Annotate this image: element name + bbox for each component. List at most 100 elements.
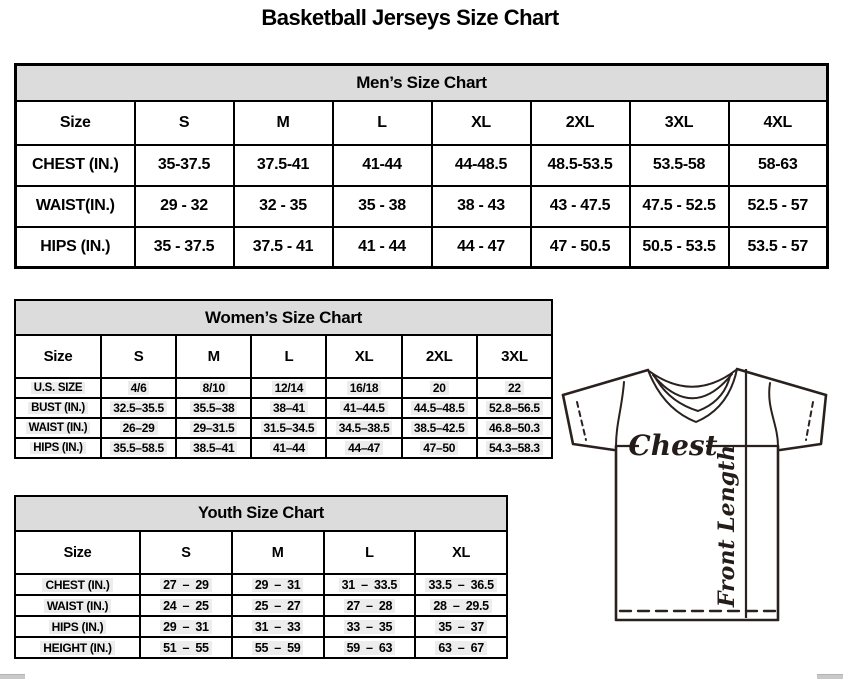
size-cell-text: 31 – 33.5 [338, 577, 401, 592]
size-cell-text: 51 – 55 [160, 640, 212, 655]
size-cell-text: 12/14 [271, 381, 307, 395]
size-cell-text: 33.5 – 36.5 [425, 577, 497, 592]
size-cell: 46.8–50.3 [475, 417, 554, 439]
row-label: BUST (IN.) [14, 397, 102, 419]
size-cell: 37.5-41 [232, 143, 334, 187]
row-label: WAIST (IN.) [14, 417, 102, 439]
size-cell: 41 - 44 [331, 225, 433, 269]
column-header: XL [325, 334, 403, 379]
size-cell-text: 26–29 [119, 421, 158, 435]
table-row: CHEST (IN.) 35-37.5 37.5-41 41-44 44-48.5 48.… [14, 143, 829, 187]
row-label-text: CHEST (IN.) [42, 577, 113, 592]
scrollbar-fragment-left[interactable] [0, 674, 25, 679]
row-label-text: WAIST (IN.) [25, 422, 91, 434]
size-cell-text: 4/6 [127, 381, 150, 395]
column-header: Size [14, 99, 136, 146]
size-cell-text: 44.5–48.5 [410, 401, 468, 415]
size-cell-text: 38–41 [269, 401, 308, 415]
scrollbar-fragment-right[interactable] [817, 674, 843, 679]
size-cell: 29 - 32 [133, 184, 235, 228]
column-header: Size [14, 530, 141, 575]
size-cell: 51 – 55 [139, 636, 233, 659]
size-cell-text: 33 – 35 [343, 619, 396, 634]
size-cell-text: 32.5–35.5 [110, 401, 167, 415]
size-cell: 47 - 50.5 [529, 225, 631, 269]
table-row: U.S. SIZE 4/6 8/10 12/14 16/18 20 22 [14, 377, 554, 399]
size-cell-text: 29 – 31 [160, 619, 212, 634]
size-cell: 63 – 67 [414, 636, 508, 659]
column-header: L [322, 530, 417, 575]
row-label: HEIGHT (IN.) [14, 636, 141, 659]
size-cell-text: 41–44.5 [340, 401, 388, 415]
size-cell: 16/18 [325, 377, 403, 399]
column-header: L [331, 99, 433, 146]
size-cell: 31 – 33.5 [322, 573, 417, 596]
size-cell: 58-63 [727, 143, 829, 187]
table-row: WAIST (IN.) 24 – 25 25 – 27 27 – 28 28 – 29.… [14, 594, 508, 617]
size-cell: 52.8–56.5 [475, 397, 554, 419]
size-cell-text: 35 – 37 [435, 619, 487, 634]
size-cell-text: 27 – 28 [343, 598, 396, 613]
row-label-text: WAIST (IN.) [43, 598, 112, 613]
size-cell: 55 – 59 [230, 636, 325, 659]
size-cell-text: 44–47 [345, 441, 383, 455]
size-cell: 59 – 63 [322, 636, 417, 659]
table-title: Men’s Size Chart [14, 63, 829, 102]
size-cell-text: 35.5–38 [190, 401, 238, 415]
size-cell: 33.5 – 36.5 [414, 573, 508, 596]
row-label-text: HIPS (IN.) [48, 619, 107, 634]
size-cell-text: 20 [429, 381, 449, 395]
size-cell: 31.5–34.5 [250, 417, 328, 439]
size-cell: 38.5–41 [175, 437, 253, 459]
column-header: 3XL [475, 334, 554, 379]
size-cell-text: 16/18 [346, 381, 382, 395]
size-cell: 37.5 - 41 [232, 225, 334, 269]
size-cell: 44-48.5 [430, 143, 532, 187]
size-cell: 48.5-53.5 [529, 143, 631, 187]
size-cell-text: 59 – 63 [343, 640, 396, 655]
size-cell: 32.5–35.5 [99, 397, 178, 419]
size-cell: 4/6 [99, 377, 178, 399]
size-cell: 33 – 35 [322, 615, 417, 638]
size-cell-text: 31.5–34.5 [260, 421, 318, 435]
size-cell-text: 34.5–38.5 [335, 421, 393, 435]
size-cell-text: 63 – 67 [435, 640, 487, 655]
size-cell: 27 – 28 [322, 594, 417, 617]
size-cell: 41–44 [250, 437, 328, 459]
column-header: S [133, 99, 235, 146]
size-cell: 43 - 47.5 [529, 184, 631, 228]
row-label-text: HIPS (IN.) [30, 442, 86, 454]
size-cell: 47–50 [400, 437, 478, 459]
size-cell: 26–29 [99, 417, 178, 439]
row-label: CHEST (IN.) [14, 143, 136, 187]
size-cell: 38 - 43 [430, 184, 532, 228]
size-cell: 38.5–42.5 [400, 417, 478, 439]
size-cell: 34.5–38.5 [325, 417, 403, 439]
size-cell-text: 52.8–56.5 [486, 401, 543, 415]
size-cell: 50.5 - 53.5 [628, 225, 730, 269]
size-cell: 44.5–48.5 [400, 397, 478, 419]
row-label: HIPS (IN.) [14, 615, 141, 638]
size-cell: 27 – 29 [139, 573, 233, 596]
size-cell: 29 – 31 [230, 573, 325, 596]
size-cell-text: 22 [505, 381, 524, 395]
column-header: XL [414, 530, 508, 575]
size-cell: 22 [475, 377, 554, 399]
size-cell-text: 55 – 59 [251, 640, 304, 655]
mens-size-table: Men’s Size Chart Size S M L XL 2XL 3XL 4XL CHEST … [14, 63, 829, 269]
youth-size-table: Youth Size Chart Size S M L XL CHEST (IN.) 27 –… [14, 495, 508, 659]
table-row: HEIGHT (IN.) 51 – 55 55 – 59 59 – 63 63 – 67 [14, 636, 508, 659]
row-label: U.S. SIZE [14, 377, 102, 399]
row-label-text: U.S. SIZE [30, 382, 86, 394]
column-header: Size [14, 334, 102, 379]
front-length-measure-label: Front Length [714, 445, 740, 608]
size-cell: 12/14 [250, 377, 328, 399]
size-cell-text: 41–44 [269, 441, 308, 455]
table-row: WAIST (IN.) 26–29 29–31.5 31.5–34.5 34.5–38.… [14, 417, 554, 439]
size-cell: 44–47 [325, 437, 403, 459]
table-row: HIPS (IN.) 35 - 37.5 37.5 - 41 41 - 44 44 - … [14, 225, 829, 269]
row-label: WAIST(IN.) [14, 184, 136, 228]
size-cell: 28 – 29.5 [414, 594, 508, 617]
column-header: S [99, 334, 178, 379]
size-cell-text: 27 – 29 [160, 577, 212, 592]
